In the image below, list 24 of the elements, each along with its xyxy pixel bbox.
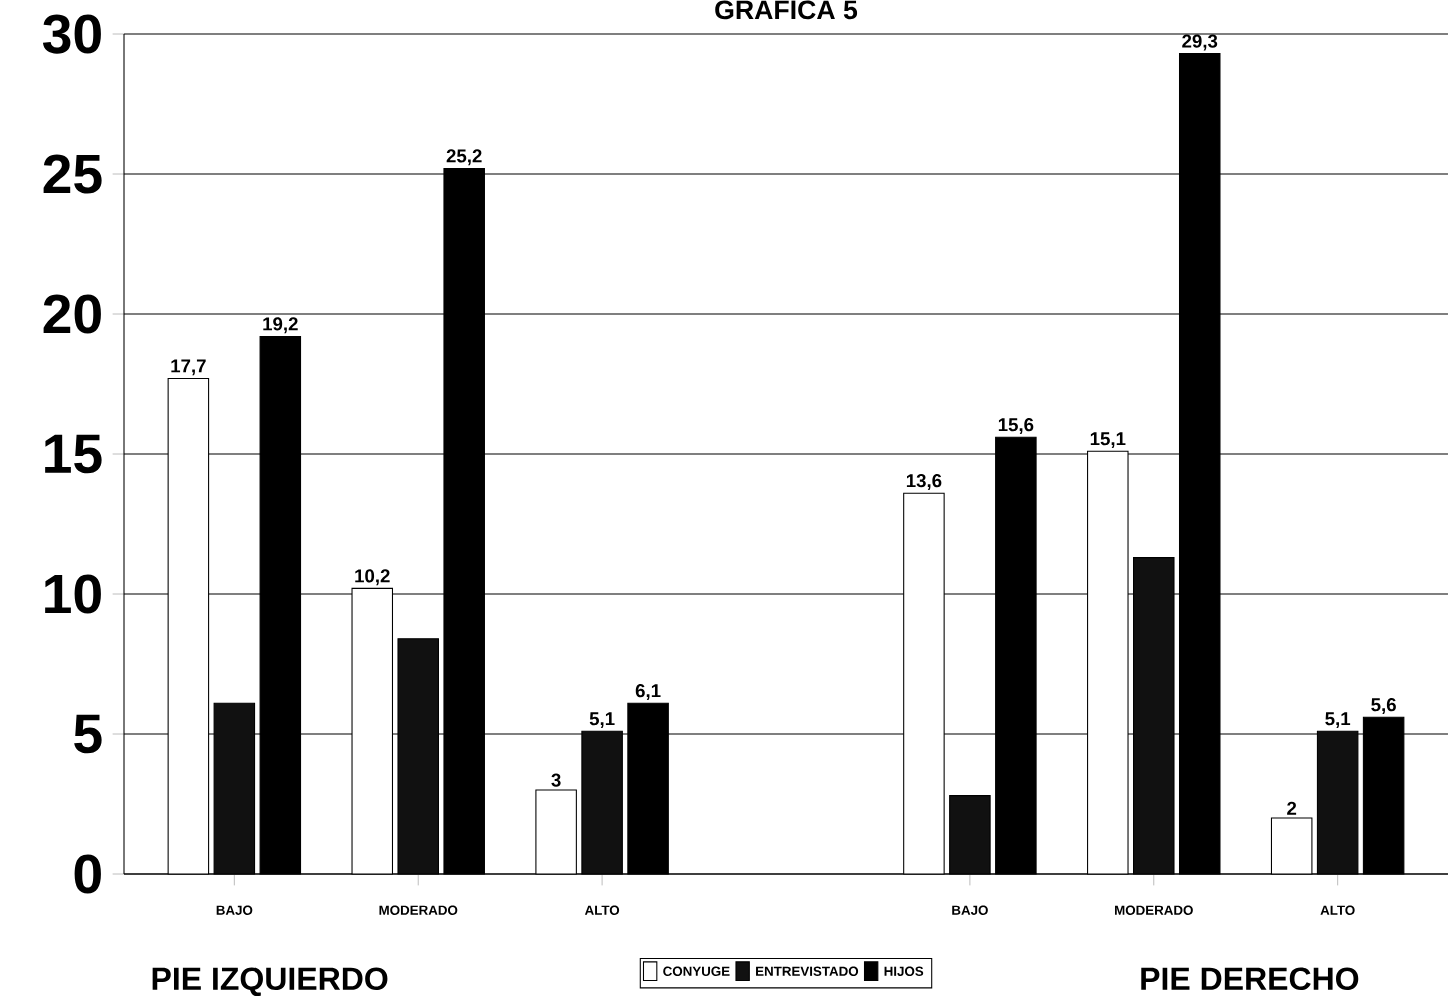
text: PIE IZQUIERDO bbox=[152, 967, 388, 997]
data-label: 19,2 bbox=[263, 317, 298, 334]
data-label: 5,1 bbox=[589, 712, 615, 728]
y-tick-label: 20 bbox=[43, 294, 101, 334]
data-label: 6,1 bbox=[635, 684, 661, 700]
y-tick-label: 0 bbox=[74, 854, 101, 894]
data-label: 5,1 bbox=[1325, 712, 1351, 728]
text: PIE DERECHO bbox=[1141, 967, 1359, 991]
data-label: 25,2 bbox=[446, 149, 482, 166]
y-tick-label: 30 bbox=[42, 14, 101, 54]
data-label: 29,3 bbox=[1182, 34, 1218, 51]
data-label: 17,7 bbox=[171, 359, 206, 376]
data-label: 10,2 bbox=[355, 569, 390, 586]
data-label: 15,6 bbox=[998, 418, 1034, 434]
y-tick-label: 25 bbox=[43, 154, 102, 194]
y-tick-label: 15 bbox=[45, 434, 102, 474]
chart-title: GRAFICA 5 bbox=[715, 0, 858, 20]
y-tick-label: 10 bbox=[45, 574, 101, 614]
data-label: 15,1 bbox=[1090, 432, 1126, 448]
y-tick-label: 5 bbox=[74, 714, 102, 754]
data-label: 3 bbox=[551, 773, 561, 787]
data-label: 5,6 bbox=[1371, 698, 1396, 714]
data-label: 13,6 bbox=[906, 474, 942, 490]
data-label: 2 bbox=[1287, 801, 1297, 815]
